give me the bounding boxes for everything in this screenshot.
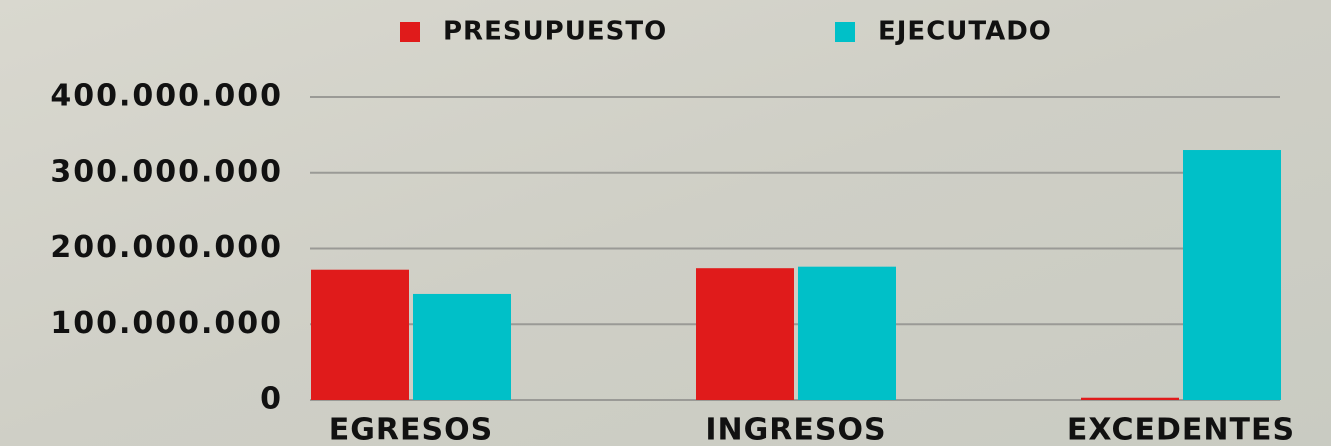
legend-label: EJECUTADO [878,17,1052,47]
y-tick-label: 100.000.000 [50,306,283,341]
x-tick-label: EXCEDENTES [1067,413,1295,446]
legend-swatch [835,22,855,42]
bar [1081,397,1179,400]
y-tick-label: 300.000.000 [50,154,283,189]
bar [696,268,794,400]
legend-label: PRESUPUESTO [443,17,667,47]
y-tick-label: 200.000.000 [50,230,283,265]
y-tick-label: 400.000.000 [50,79,283,114]
y-tick-label: 0 [260,382,283,417]
x-tick-label: INGRESOS [705,413,886,446]
bar [798,266,896,400]
legend-swatch [400,22,420,42]
bar [311,269,409,400]
bar [413,293,511,400]
x-tick-label: EGRESOS [329,413,493,446]
bar [1183,150,1281,400]
